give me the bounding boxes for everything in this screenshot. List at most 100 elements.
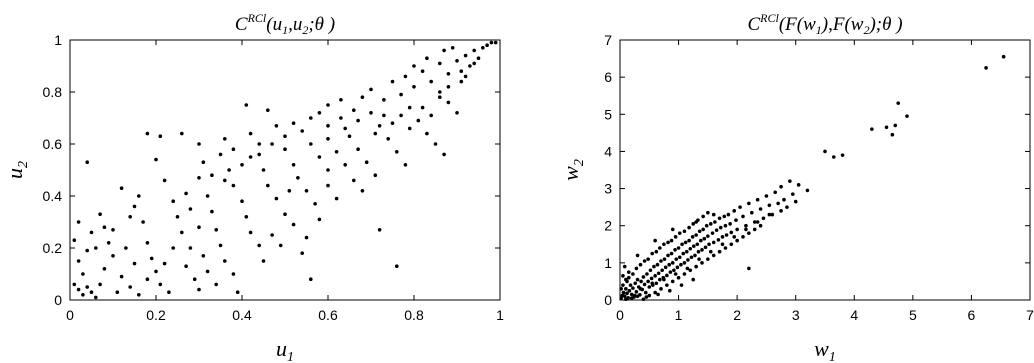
scatter-point (94, 246, 98, 250)
scatter-point (412, 64, 416, 68)
scatter-point (668, 270, 673, 274)
scatter-plot-right: CRCl(F(w1),F(w2);θ ) 0 1 2 3 4 5 6 7 0 1 2 3 4 5 6 7 w1… (558, 11, 1034, 363)
scatter-point (352, 178, 356, 183)
scatter-point (369, 111, 373, 115)
scatter-point (744, 227, 748, 232)
scatter-point (124, 246, 128, 250)
scatter-point (231, 272, 236, 276)
scatter-point (162, 178, 167, 183)
scatter-point (81, 272, 85, 276)
x-tick-label: 7 (1026, 307, 1034, 323)
scatter-point (382, 98, 386, 102)
scatter-point (455, 111, 459, 115)
scatter-point (675, 265, 680, 270)
scatter-point (214, 282, 218, 287)
scatter-point (647, 293, 652, 298)
scatter-point (364, 160, 369, 164)
x-tick-label: 1 (675, 307, 683, 323)
scatter-point (717, 249, 722, 254)
scatter-point (468, 64, 472, 68)
scatter-point (688, 268, 693, 273)
scatter-point (192, 277, 197, 282)
scatter-point (270, 142, 274, 146)
scatter-point (647, 285, 652, 289)
scatter-point (663, 265, 668, 270)
scatter-point (691, 277, 696, 282)
scatter-point (145, 131, 150, 136)
scatter-point (429, 113, 434, 118)
scatter-point (360, 189, 365, 193)
scatter-point (210, 173, 214, 177)
scatter-point (755, 220, 760, 224)
scatter-point (622, 264, 627, 269)
scatter-point (274, 196, 279, 201)
y-tick-label: 2 (604, 218, 612, 234)
x-tick-label: 0.6 (318, 307, 338, 323)
scatter-point (770, 212, 775, 217)
scatter-point (672, 268, 676, 273)
scatter-point (201, 160, 206, 164)
scatter-point (326, 124, 330, 128)
scatter-point (244, 103, 249, 107)
scatter-point (624, 297, 628, 302)
scatter-point (831, 155, 836, 159)
scatter-point (650, 281, 655, 286)
scatter-point (761, 216, 766, 221)
scatter-point (102, 267, 107, 271)
y-tick-label: 0 (604, 292, 612, 308)
scatter-point (235, 290, 240, 295)
scatter-point (720, 242, 725, 247)
scatter-point (304, 235, 309, 240)
y-tick-label: 5 (604, 106, 612, 122)
scatter-point (870, 127, 874, 131)
scatter-point (729, 230, 734, 235)
x-tick-label: 1 (496, 307, 504, 323)
scatter-point (805, 188, 810, 193)
scatter-point (210, 209, 214, 214)
scatter-point (489, 40, 494, 45)
scatter-point (442, 48, 446, 53)
scatter-point (662, 242, 666, 247)
scatter-point (634, 290, 639, 294)
scatter-point (416, 118, 421, 123)
scatter-point (1001, 54, 1006, 59)
scatter-point (641, 297, 646, 302)
scatter-point (352, 108, 356, 112)
scatter-point (642, 282, 647, 287)
scatter-point (197, 176, 201, 180)
scatter-point (463, 53, 468, 58)
scatter-point (641, 275, 646, 279)
scatter-point (656, 292, 660, 297)
scatter-point (197, 225, 201, 229)
scatter-point (420, 69, 425, 73)
scatter-point (429, 79, 434, 84)
scatter-point (621, 283, 625, 287)
scatter-point (646, 279, 650, 284)
scatter-point (773, 190, 778, 195)
scatter-point (334, 150, 339, 154)
scatter-point (339, 98, 343, 102)
scatter-point (708, 249, 713, 254)
scatter-point (700, 261, 704, 265)
scatter-point (679, 283, 684, 287)
scatter-point (425, 131, 429, 136)
scatter-point (634, 266, 639, 271)
scatter-point (317, 217, 322, 222)
scatter-point (390, 121, 395, 125)
scatter-point (223, 137, 227, 141)
scatter-point (732, 235, 737, 239)
x-axis-label-left: u1 (276, 336, 294, 363)
axis-ticks-left: 0 0.2 0.4 0.6 0.8 1 0 0.2 0.4 0.6 0.8 1 (43, 32, 505, 323)
scatter-point (128, 215, 132, 219)
scatter-point (621, 290, 626, 295)
scatter-point (693, 253, 697, 258)
scatter-point (407, 126, 412, 131)
scatter-point (696, 249, 701, 254)
scatter-point (654, 281, 659, 286)
y-tick-label: 0.2 (43, 240, 63, 256)
scatter-point (201, 254, 206, 258)
scatter-point (119, 274, 124, 279)
scatter-point (790, 192, 795, 196)
scatter-point (111, 254, 115, 258)
